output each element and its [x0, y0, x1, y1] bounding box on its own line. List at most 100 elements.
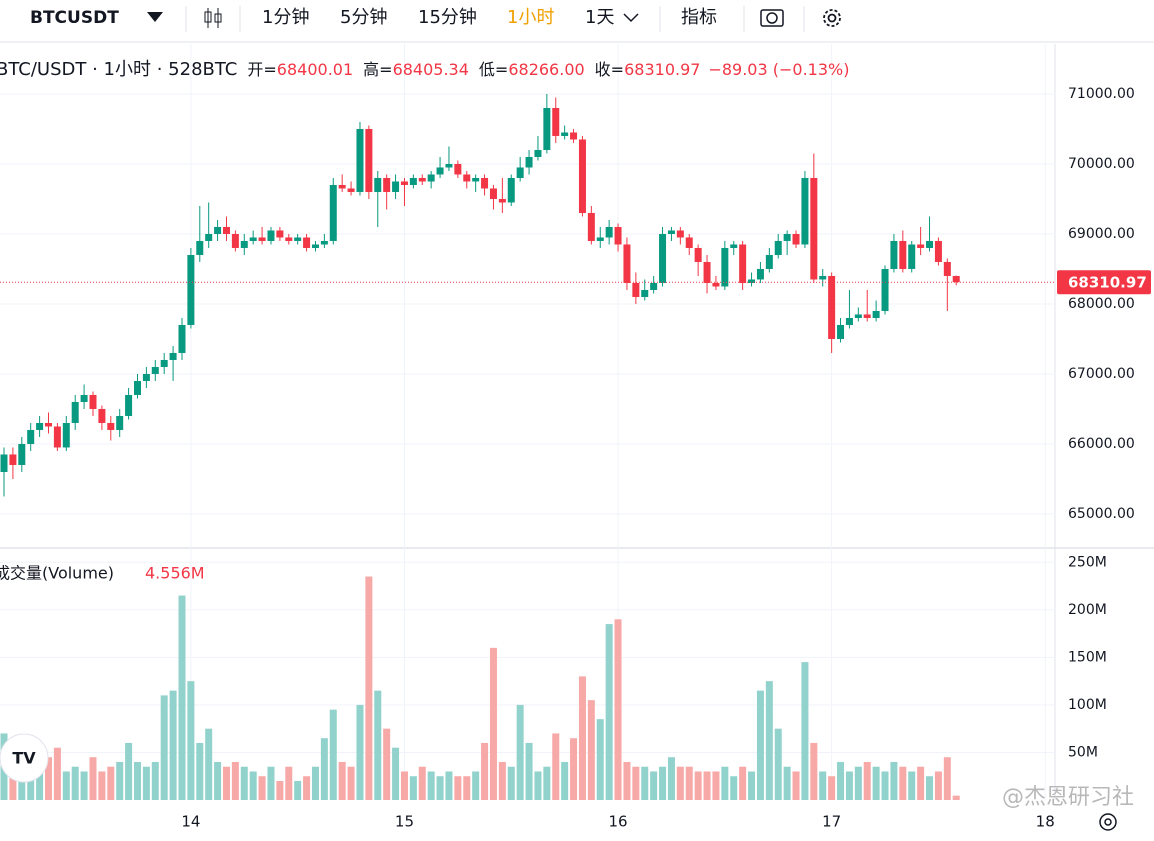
indicators-button[interactable]: 指标: [681, 7, 717, 28]
volume-bar: [151, 761, 159, 800]
volume-bar: [774, 728, 782, 800]
volume-bar: [89, 757, 97, 800]
volume-bar: [650, 771, 658, 800]
legend-title: BTC/USDT · 1小时 · 528BTC: [0, 59, 237, 80]
volume-bar: [125, 742, 133, 800]
candle-body: [917, 244, 925, 248]
candle-body: [854, 314, 862, 318]
candle-body: [872, 310, 880, 318]
last-price-tag: [1057, 270, 1151, 295]
volume-bar: [614, 619, 622, 800]
volume-bar: [952, 795, 960, 800]
candle-body: [205, 233, 213, 241]
volume-bar: [525, 742, 533, 800]
volume-bar: [534, 771, 542, 800]
volume-bar: [481, 742, 489, 800]
interval-dropdown[interactable]: [623, 13, 639, 23]
candle-body: [311, 244, 319, 248]
volume-bar: [133, 761, 141, 800]
volume-bar: [908, 771, 916, 800]
candle-body: [116, 415, 124, 430]
candle-body: [899, 240, 907, 269]
interval-button[interactable]: 1天: [585, 7, 614, 28]
toolbar: BTCUSDT 指标 1分钟 5分钟 15分钟 1小时 1天: [0, 6, 1154, 43]
volume-bar: [427, 771, 435, 800]
volume-bar: [934, 771, 942, 800]
symbol-dropdown[interactable]: [147, 12, 163, 22]
candle-body: [427, 174, 435, 182]
volume-bar: [863, 761, 871, 800]
y-tick-label: 70000.00: [1068, 156, 1135, 172]
candle-body: [160, 359, 168, 367]
snapshot-icon[interactable]: [760, 9, 784, 27]
volume-bar: [267, 766, 275, 800]
volume-bar: [854, 766, 862, 800]
candle-body: [926, 240, 934, 248]
volume-bar: [587, 700, 595, 800]
candle-body: [863, 314, 871, 318]
volume-bar: [721, 766, 729, 800]
candle-body: [739, 244, 747, 283]
candle-body: [578, 139, 586, 213]
interval-button[interactable]: 5分钟: [340, 7, 387, 28]
candle-body: [356, 128, 364, 192]
candle-body: [498, 198, 506, 203]
candle-body: [650, 282, 658, 290]
settings-icon[interactable]: [823, 9, 841, 27]
volume-bar: [196, 742, 204, 800]
volume-bar: [730, 776, 738, 800]
volume-bar: [249, 771, 257, 800]
volume-bar: [641, 766, 649, 800]
y2-tick-label: 150M: [1068, 649, 1107, 665]
volume-bar: [899, 766, 907, 800]
volume-bar: [400, 771, 408, 800]
go-to-date[interactable]: [1099, 813, 1117, 831]
y-tick-label: 68000.00: [1068, 296, 1135, 312]
volume-bar: [347, 766, 355, 800]
volume-bar: [418, 766, 426, 800]
candle-body: [596, 237, 604, 241]
volume-bar: [240, 766, 248, 800]
volume-bar: [765, 681, 773, 800]
legend: BTC/USDT · 1小时 · 528BTC 开=68400.01 高=68405…: [0, 59, 849, 80]
volume-bar: [489, 647, 497, 800]
candle-body: [320, 240, 328, 245]
candle-body: [133, 380, 141, 395]
chart-type-icon[interactable]: [204, 8, 222, 28]
volume-bar: [543, 766, 551, 800]
volume-bar: [71, 766, 79, 800]
interval-button[interactable]: 1分钟: [262, 7, 309, 28]
volume-bar: [498, 761, 506, 800]
volume-bar: [783, 766, 791, 800]
volume-bar: [107, 766, 115, 800]
volume-bar: [36, 761, 44, 800]
volume-bar: [62, 771, 70, 800]
interval-button[interactable]: 15分钟: [418, 7, 477, 28]
volume-bar: [463, 776, 471, 800]
volume-bar: [890, 761, 898, 800]
candle-body: [80, 394, 88, 402]
candle-body: [383, 177, 391, 192]
candle-body: [472, 177, 480, 182]
volume-bar: [222, 766, 230, 800]
interval-button[interactable]: 1小时: [507, 7, 554, 28]
volume-value: 4.556M: [145, 564, 205, 583]
candle-body: [62, 422, 70, 448]
candle-body: [676, 230, 684, 238]
volume-bar: [409, 776, 417, 800]
candle-body: [294, 237, 302, 241]
candle-body: [756, 268, 764, 280]
legend-field-value: 68266.00: [508, 60, 584, 79]
volume-bar: [676, 766, 684, 800]
symbol[interactable]: BTCUSDT: [30, 8, 119, 28]
volume-bar: [605, 624, 613, 800]
candle-body: [614, 226, 622, 245]
volume-bar: [258, 776, 266, 800]
candle-body: [196, 240, 204, 255]
candle-body: [516, 167, 524, 178]
candle-body: [792, 233, 800, 245]
candle-body: [605, 226, 613, 238]
volume-bar: [667, 757, 675, 800]
y2-tick-label: 100M: [1068, 697, 1107, 713]
svg-text:TV: TV: [12, 749, 36, 768]
